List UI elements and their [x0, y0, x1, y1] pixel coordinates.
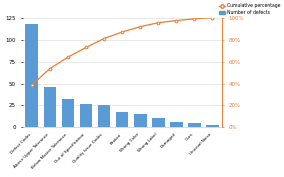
- Legend: Cumulative percentage, Number of defects: Cumulative percentage, Number of defects: [218, 2, 282, 16]
- Bar: [116, 112, 128, 127]
- Bar: [62, 99, 74, 127]
- Bar: [26, 24, 38, 127]
- Bar: [170, 122, 183, 127]
- Bar: [80, 104, 92, 127]
- Bar: [98, 105, 110, 127]
- Bar: [188, 123, 201, 127]
- Bar: [43, 87, 56, 127]
- Bar: [134, 114, 147, 127]
- Bar: [152, 118, 165, 127]
- Bar: [206, 125, 219, 127]
